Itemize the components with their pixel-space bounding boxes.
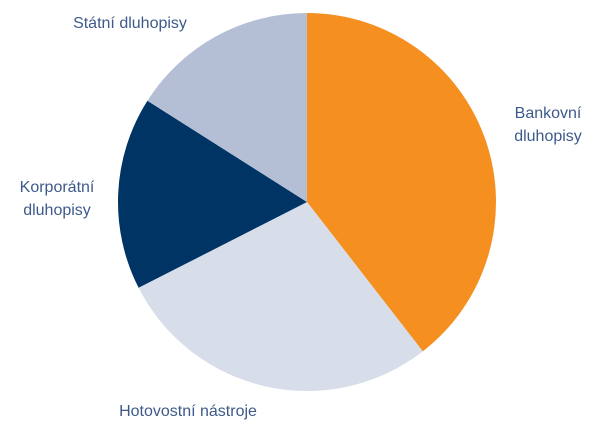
slice-label-1: Hotovostní nástroje (119, 403, 257, 420)
pie-slice-0 (307, 13, 497, 352)
slice-label-line: Bankovní (515, 105, 582, 122)
slice-label-line: dluhopisy (514, 128, 582, 145)
slice-label-line: dluhopisy (23, 202, 91, 219)
pie-slices (118, 13, 497, 391)
slice-label-3: Státní dluhopisy (73, 15, 187, 32)
slice-label-line: Hotovostní nástroje (119, 403, 257, 420)
pie-slice-2 (118, 100, 308, 288)
slice-label-line: Korporátní (20, 179, 95, 196)
slice-label-2: Korporátní dluhopisy (20, 179, 95, 219)
slice-label-line: Státní dluhopisy (73, 15, 187, 32)
slice-label-0: Bankovní dluhopisy (514, 105, 582, 145)
pie-slice-3 (147, 13, 307, 202)
pie-labels: Bankovní dluhopisy Hotovostní nástroje Korp… (20, 15, 582, 420)
pie-slice-1 (138, 202, 423, 391)
